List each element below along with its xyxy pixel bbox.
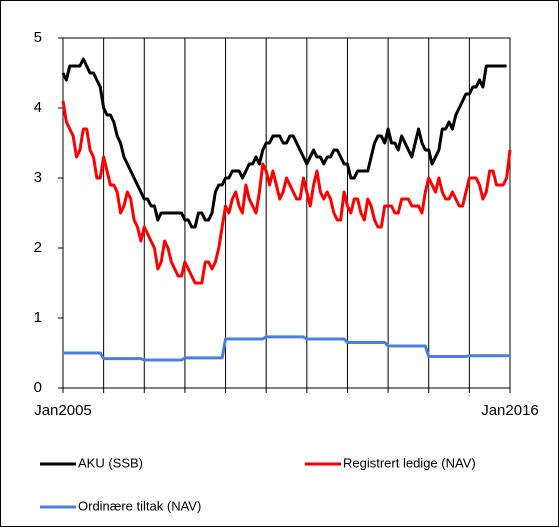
x-tick-label: Jan2016 bbox=[481, 402, 539, 419]
y-tick-label: 0 bbox=[34, 379, 42, 396]
y-tick-label: 4 bbox=[34, 99, 42, 116]
legend-label: AKU (SSB) bbox=[78, 455, 143, 470]
y-tick-label: 2 bbox=[34, 239, 42, 256]
plot-area bbox=[62, 37, 511, 389]
series-line bbox=[61, 100, 512, 285]
series-line bbox=[61, 57, 507, 229]
y-tick-label: 1 bbox=[34, 309, 42, 326]
y-tick-label: 5 bbox=[34, 29, 42, 46]
x-tick-label: Jan2005 bbox=[34, 402, 92, 419]
series-line bbox=[63, 335, 510, 362]
legend-label: Registrert ledige (NAV) bbox=[343, 455, 476, 470]
legend-label: Ordinære tiltak (NAV) bbox=[78, 498, 201, 513]
y-tick-label: 3 bbox=[34, 169, 42, 186]
